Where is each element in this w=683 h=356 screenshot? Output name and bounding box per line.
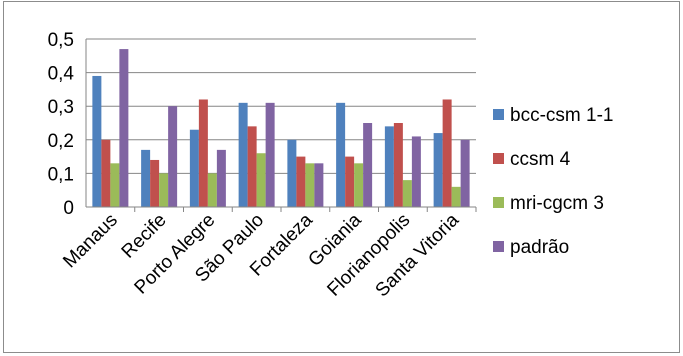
y-tick-label: 0,1 xyxy=(48,164,74,185)
bar xyxy=(247,126,257,207)
bar xyxy=(216,149,226,207)
bar xyxy=(101,139,111,207)
bar xyxy=(305,163,315,207)
bar xyxy=(363,123,373,207)
bar xyxy=(433,133,443,207)
bar xyxy=(159,173,169,207)
bar xyxy=(345,156,355,207)
legend-label: mri-cgcm 3 xyxy=(510,193,604,214)
bars xyxy=(92,49,470,208)
y-tick-labels: 0 0,1 0,2 0,3 0,4 0,5 xyxy=(48,30,75,219)
bar xyxy=(460,139,470,207)
chart-frame: 0 0,1 0,2 0,3 0,4 0,5 Manaus Recife Porto Alegr… xyxy=(3,1,680,353)
legend: bcc-csm 1-1 ccsm 4 mri-cgcm 3 padrão xyxy=(493,105,613,258)
bar xyxy=(238,102,248,207)
bar xyxy=(296,156,306,207)
bar xyxy=(198,99,208,207)
x-category-label: Manaus xyxy=(59,210,122,273)
y-tick-label: 0,4 xyxy=(48,64,75,85)
bar xyxy=(336,102,346,207)
y-tick-label: 0,2 xyxy=(48,131,74,152)
bar xyxy=(189,129,199,207)
bar xyxy=(314,163,324,207)
bar xyxy=(402,180,412,207)
legend-swatch xyxy=(493,109,504,120)
bar xyxy=(110,163,120,207)
legend-label: padrão xyxy=(510,237,569,258)
bar xyxy=(442,99,452,207)
bar xyxy=(207,173,217,207)
legend-swatch xyxy=(493,197,504,208)
bar xyxy=(256,153,266,207)
axes xyxy=(85,39,477,212)
gridlines xyxy=(86,38,476,174)
bar xyxy=(384,126,394,207)
legend-label: bcc-csm 1-1 xyxy=(510,105,613,126)
legend-swatch xyxy=(493,153,504,164)
bar xyxy=(411,136,421,207)
y-tick-label: 0,3 xyxy=(48,97,74,118)
bar xyxy=(150,159,160,207)
y-tick-label: 0 xyxy=(63,198,74,219)
y-tick-label: 0,5 xyxy=(48,30,74,51)
legend-label: ccsm 4 xyxy=(510,149,571,170)
bar xyxy=(119,49,129,207)
bar xyxy=(265,102,275,207)
legend-swatch xyxy=(493,241,504,252)
bar xyxy=(92,75,102,208)
bar xyxy=(451,186,461,207)
bar xyxy=(168,106,178,207)
bar xyxy=(354,163,364,207)
bar xyxy=(141,149,151,207)
bar xyxy=(287,139,297,207)
bar xyxy=(393,123,403,207)
